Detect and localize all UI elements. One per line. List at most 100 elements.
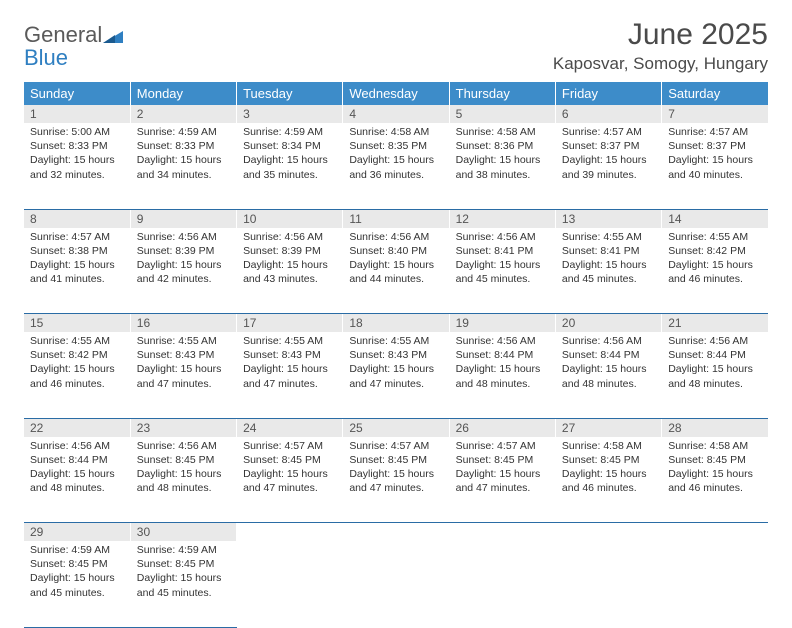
daylight-text: Daylight: 15 hours and 47 minutes. <box>349 467 442 495</box>
day-cell: Sunrise: 4:56 AMSunset: 8:40 PMDaylight:… <box>343 228 449 314</box>
day-number: 6 <box>555 105 661 123</box>
day-cell: Sunrise: 4:55 AMSunset: 8:42 PMDaylight:… <box>24 332 130 418</box>
sunrise-text: Sunrise: 4:59 AM <box>30 543 124 557</box>
day-cell: Sunrise: 4:56 AMSunset: 8:44 PMDaylight:… <box>555 332 661 418</box>
sunset-text: Sunset: 8:45 PM <box>668 453 762 467</box>
daylight-text: Daylight: 15 hours and 36 minutes. <box>349 153 442 181</box>
page-subtitle: Kaposvar, Somogy, Hungary <box>553 54 768 74</box>
day-number: 29 <box>24 523 130 542</box>
daylight-text: Daylight: 15 hours and 34 minutes. <box>137 153 230 181</box>
weekday-header: Friday <box>555 82 661 105</box>
sunset-text: Sunset: 8:37 PM <box>562 139 655 153</box>
sunset-text: Sunset: 8:44 PM <box>30 453 124 467</box>
day-number: 9 <box>130 209 236 228</box>
day-number: 19 <box>449 314 555 333</box>
daylight-text: Daylight: 15 hours and 42 minutes. <box>137 258 230 286</box>
daynum-row: 1234567 <box>24 105 768 123</box>
sunrise-text: Sunrise: 4:57 AM <box>243 439 336 453</box>
daylight-text: Daylight: 15 hours and 38 minutes. <box>456 153 549 181</box>
day-number: 11 <box>343 209 449 228</box>
day-number: 16 <box>130 314 236 333</box>
day-number: 12 <box>449 209 555 228</box>
daylight-text: Daylight: 15 hours and 32 minutes. <box>30 153 124 181</box>
day-cell: Sunrise: 4:58 AMSunset: 8:45 PMDaylight:… <box>555 437 661 523</box>
sunset-text: Sunset: 8:36 PM <box>456 139 549 153</box>
day-number <box>237 523 343 542</box>
page-title: June 2025 <box>553 18 768 52</box>
title-block: June 2025 Kaposvar, Somogy, Hungary <box>553 18 768 74</box>
daylight-text: Daylight: 15 hours and 45 minutes. <box>562 258 655 286</box>
day-number: 7 <box>662 105 768 123</box>
day-cell: Sunrise: 4:58 AMSunset: 8:35 PMDaylight:… <box>343 123 449 209</box>
sunset-text: Sunset: 8:45 PM <box>562 453 655 467</box>
brand-word1: General <box>24 22 102 47</box>
daylight-text: Daylight: 15 hours and 47 minutes. <box>243 362 336 390</box>
brand-triangle-icon <box>103 25 123 47</box>
day-cell: Sunrise: 5:00 AMSunset: 8:33 PMDaylight:… <box>24 123 130 209</box>
day-cell: Sunrise: 4:58 AMSunset: 8:45 PMDaylight:… <box>662 437 768 523</box>
sunrise-text: Sunrise: 4:55 AM <box>137 334 230 348</box>
day-number: 2 <box>130 105 236 123</box>
sunrise-text: Sunrise: 4:58 AM <box>456 125 549 139</box>
sunset-text: Sunset: 8:45 PM <box>349 453 442 467</box>
calendar-table: Sunday Monday Tuesday Wednesday Thursday… <box>24 82 768 628</box>
day-cell: Sunrise: 4:56 AMSunset: 8:39 PMDaylight:… <box>130 228 236 314</box>
day-cell <box>237 541 343 627</box>
weekday-header: Tuesday <box>237 82 343 105</box>
daynum-row: 891011121314 <box>24 209 768 228</box>
content-row: Sunrise: 4:55 AMSunset: 8:42 PMDaylight:… <box>24 332 768 418</box>
sunset-text: Sunset: 8:41 PM <box>456 244 549 258</box>
day-number <box>343 523 449 542</box>
day-cell <box>662 541 768 627</box>
sunset-text: Sunset: 8:44 PM <box>562 348 655 362</box>
sunrise-text: Sunrise: 4:56 AM <box>562 334 655 348</box>
day-number: 8 <box>24 209 130 228</box>
day-cell: Sunrise: 4:55 AMSunset: 8:43 PMDaylight:… <box>130 332 236 418</box>
sunset-text: Sunset: 8:45 PM <box>137 453 230 467</box>
day-number: 27 <box>555 418 661 437</box>
sunrise-text: Sunrise: 4:59 AM <box>137 543 230 557</box>
daylight-text: Daylight: 15 hours and 40 minutes. <box>668 153 762 181</box>
daynum-row: 15161718192021 <box>24 314 768 333</box>
day-number <box>662 523 768 542</box>
sunrise-text: Sunrise: 4:57 AM <box>456 439 549 453</box>
day-cell <box>343 541 449 627</box>
sunrise-text: Sunrise: 4:56 AM <box>243 230 336 244</box>
day-number: 22 <box>24 418 130 437</box>
sunrise-text: Sunrise: 4:55 AM <box>349 334 442 348</box>
content-row: Sunrise: 4:57 AMSunset: 8:38 PMDaylight:… <box>24 228 768 314</box>
day-cell: Sunrise: 4:57 AMSunset: 8:37 PMDaylight:… <box>662 123 768 209</box>
day-cell: Sunrise: 4:55 AMSunset: 8:43 PMDaylight:… <box>237 332 343 418</box>
sunset-text: Sunset: 8:41 PM <box>562 244 655 258</box>
daynum-row: 22232425262728 <box>24 418 768 437</box>
sunset-text: Sunset: 8:34 PM <box>243 139 336 153</box>
day-number: 17 <box>237 314 343 333</box>
sunrise-text: Sunrise: 4:58 AM <box>349 125 442 139</box>
daylight-text: Daylight: 15 hours and 48 minutes. <box>562 362 655 390</box>
sunset-text: Sunset: 8:45 PM <box>30 557 124 571</box>
day-number: 3 <box>237 105 343 123</box>
daylight-text: Daylight: 15 hours and 43 minutes. <box>243 258 336 286</box>
sunrise-text: Sunrise: 5:00 AM <box>30 125 124 139</box>
day-number: 14 <box>662 209 768 228</box>
day-number: 10 <box>237 209 343 228</box>
daylight-text: Daylight: 15 hours and 41 minutes. <box>30 258 124 286</box>
day-cell <box>555 541 661 627</box>
sunset-text: Sunset: 8:38 PM <box>30 244 124 258</box>
day-number: 28 <box>662 418 768 437</box>
daylight-text: Daylight: 15 hours and 45 minutes. <box>456 258 549 286</box>
sunset-text: Sunset: 8:43 PM <box>349 348 442 362</box>
day-number: 24 <box>237 418 343 437</box>
daylight-text: Daylight: 15 hours and 48 minutes. <box>137 467 230 495</box>
daylight-text: Daylight: 15 hours and 46 minutes. <box>562 467 655 495</box>
sunrise-text: Sunrise: 4:56 AM <box>456 334 549 348</box>
daylight-text: Daylight: 15 hours and 35 minutes. <box>243 153 336 181</box>
day-cell: Sunrise: 4:59 AMSunset: 8:45 PMDaylight:… <box>24 541 130 627</box>
sunrise-text: Sunrise: 4:56 AM <box>137 230 230 244</box>
day-cell: Sunrise: 4:56 AMSunset: 8:39 PMDaylight:… <box>237 228 343 314</box>
weekday-header: Monday <box>130 82 236 105</box>
weekday-header: Sunday <box>24 82 130 105</box>
sunset-text: Sunset: 8:45 PM <box>243 453 336 467</box>
sunset-text: Sunset: 8:43 PM <box>243 348 336 362</box>
day-number: 5 <box>449 105 555 123</box>
